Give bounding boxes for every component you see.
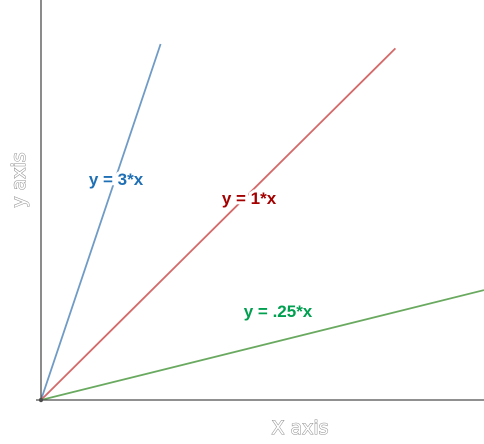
series-label-1: y = 3*x [89,170,144,189]
series-label-3: y = .25*x [244,302,313,321]
series-label-2: y = 1*x [222,189,277,208]
origin-marker [38,397,44,403]
y-axis-title: y axis [8,152,30,207]
series-line-2 [40,47,397,401]
x-axis-title: X axis [271,417,328,439]
series-labels: y = 3*x y = 1*x y = .25*x [86,167,316,324]
series-lines [40,43,484,401]
series-line-3 [40,289,484,401]
series-line-1 [40,43,162,401]
